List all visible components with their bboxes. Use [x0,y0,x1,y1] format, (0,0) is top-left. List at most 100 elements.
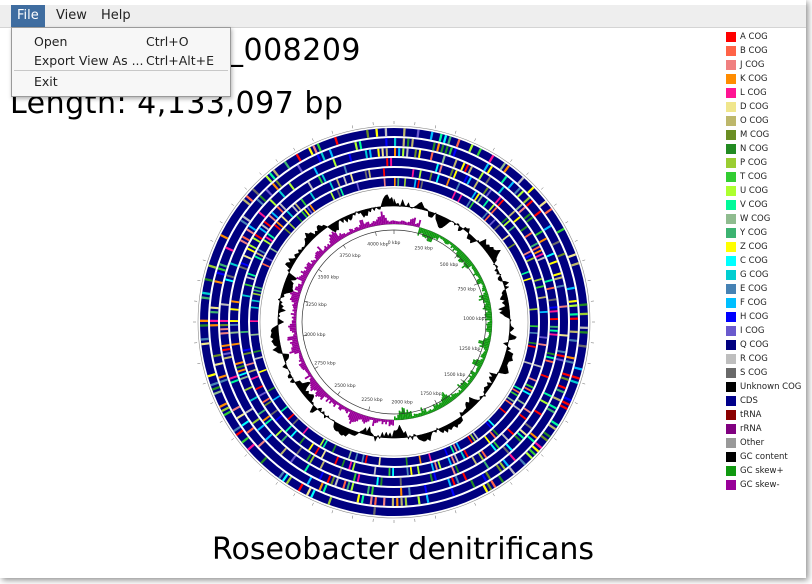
cog-feature [200,324,209,327]
gc-skew-bar [441,393,449,405]
cog-feature [258,211,266,219]
gc-skew-bar [438,404,442,409]
cog-feature [554,276,563,281]
gc-skew-bar [441,396,448,406]
gc-skew-bar [369,223,372,227]
cog-feature [241,235,250,242]
open-label: Open [34,34,68,49]
scale-tick [460,379,464,383]
cog-feature [464,187,471,196]
gc-skew-bar [309,379,316,385]
cog-feature [524,253,533,259]
gc-skew-bar [363,223,367,229]
legend-label: GC skew- [740,480,780,490]
cog-feature [543,391,552,398]
gc-skew-bar [471,265,476,270]
cog-feature [537,256,546,262]
gc-skew-bar [398,410,401,420]
cog-feature [408,487,411,496]
scale-tick [368,406,371,411]
cog-feature [525,383,534,389]
cog-feature [489,431,497,439]
gc-skew-bar [445,394,452,403]
cog-feature [275,429,283,437]
cog-feature [481,211,489,220]
gc-skew-bar [434,233,439,239]
cog-feature [549,306,558,309]
gc-skew-bar [378,418,381,422]
gc-skew-bar [305,269,310,273]
cog-feature [522,389,531,396]
scale-label: 1500 kbp [444,372,465,378]
menu-bar: File View Help [0,5,806,28]
legend-swatch [726,256,736,266]
gc-skew-bar [471,362,482,369]
cog-feature [220,303,229,306]
cog-feature [578,344,587,348]
menu-item-open[interactable]: Open Ctrl+O [12,32,230,51]
outer-tick [219,221,223,224]
gc-skew-bar [486,316,492,319]
cog-feature [548,298,557,302]
legend-swatch [726,74,736,84]
cog-feature [449,168,454,177]
gc-skew-bar [484,313,492,316]
gc-skew-bar [472,360,483,367]
cog-feature [467,166,473,175]
cog-feature [280,447,287,455]
menu-view[interactable]: View [56,8,87,23]
gc-skew-bar [332,400,337,405]
menu-file[interactable]: File [11,5,45,27]
cog-feature [250,320,259,322]
cog-feature [476,195,483,203]
menu-item-exit[interactable]: Exit [12,72,230,91]
cog-feature [382,497,386,506]
cog-feature [540,399,549,405]
gc-skew-bar [343,232,347,238]
gc-skew-bar [360,414,364,420]
cog-feature [546,351,555,356]
gc-skew-bar [294,350,301,355]
legend-label: GC skew+ [740,466,784,476]
legend-label: N COG [740,144,769,154]
scale-label: 2000 kbp [391,400,412,406]
gc-skew-bar [330,233,338,243]
gc-skew-bar [484,349,488,353]
gc-skew-bar [488,333,492,336]
menu-item-export-view[interactable]: Export View As ... Ctrl+Alt+E [12,51,230,70]
cog-feature [557,252,566,258]
cog-feature [527,344,536,348]
gc-skew-bar [387,419,389,422]
cog-feature [481,473,488,482]
cog-feature [535,230,543,237]
cog-feature [454,475,460,484]
gc-skew-bar [483,347,489,351]
cog-feature [579,312,588,316]
gc-skew-bar [310,259,316,265]
cog-feature [513,404,521,411]
cog-feature [378,457,381,466]
cog-feature [503,219,511,227]
gc-skew-bar [291,316,297,319]
cog-feature [514,435,522,443]
cog-feature [356,473,361,483]
cog-feature [240,219,248,226]
gc-skew-bar [300,363,306,368]
gc-skew-bar [351,412,358,423]
cog-feature [263,220,272,228]
gc-skew-bar [293,333,297,337]
cog-feature [539,200,547,208]
cog-feature [527,435,535,443]
gc-skew-bar [293,307,297,311]
legend-swatch [726,312,736,322]
gc-skew-bar [298,358,304,363]
cog-feature [364,455,368,464]
gc-skew-bar [459,252,465,259]
menu-help[interactable]: Help [101,8,131,23]
cog-feature [579,326,588,330]
open-shortcut: Ctrl+O [146,34,189,49]
gc-skew-bar [299,357,304,361]
cog-feature [385,138,388,147]
gc-skew-bar [377,216,381,226]
legend-item: G COG [722,268,812,282]
